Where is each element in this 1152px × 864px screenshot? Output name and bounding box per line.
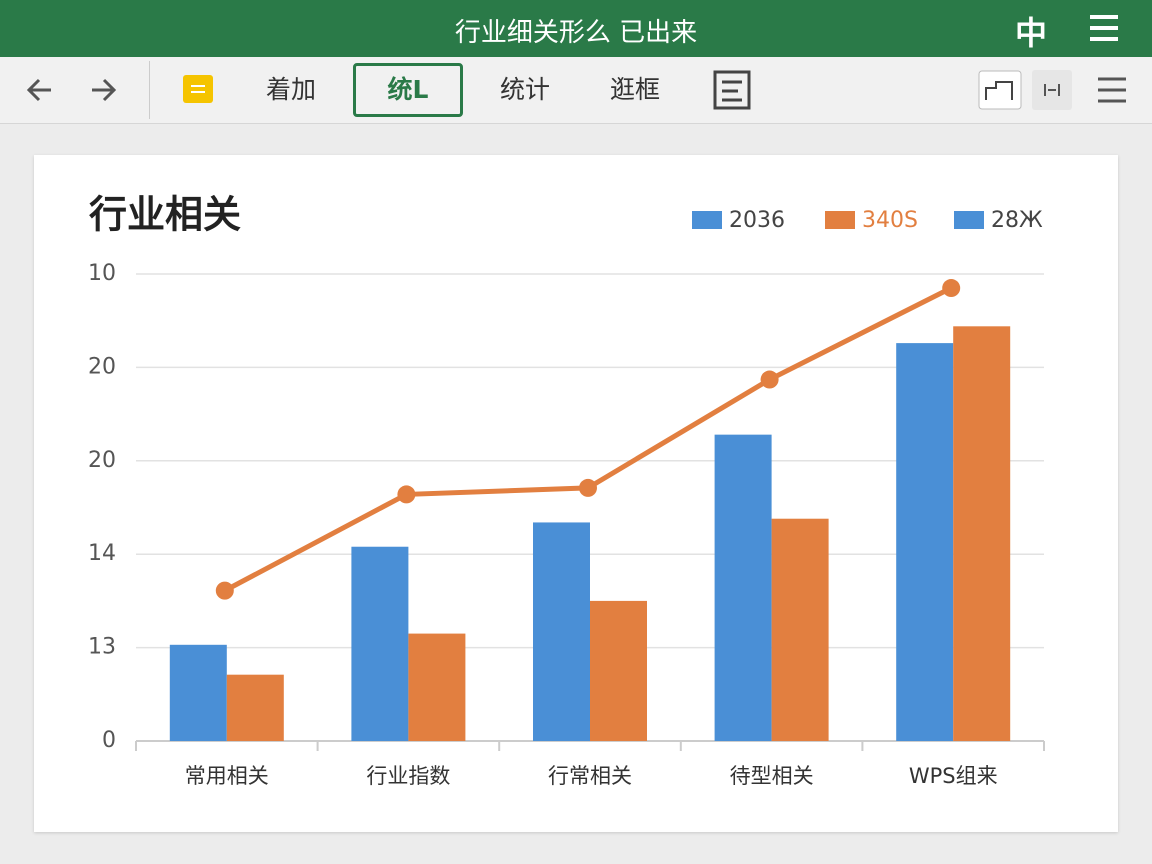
app-title: 行业细关形么 已出来: [454, 18, 698, 48]
notes-icon[interactable]: [713, 70, 751, 110]
y-tick-label: 10: [88, 261, 116, 286]
line-point: [215, 581, 234, 600]
toolbar-tab[interactable]: 逛框: [609, 75, 660, 104]
y-tick-label: 0: [102, 728, 116, 753]
bar: [226, 674, 284, 741]
toolbar-tab[interactable]: 统L: [353, 63, 463, 117]
menu-button[interactable]: [1088, 14, 1120, 42]
app-bar: 行业细关形么 已出来 中: [0, 0, 1152, 57]
divider: [149, 61, 150, 119]
y-tick-label: 14: [88, 541, 116, 566]
chart-card: 行业相关 0 13 14 20 20 10 常用相关 行业指数 行常相关 待型相关 WPS组来 203…: [34, 155, 1118, 832]
bar: [169, 644, 227, 741]
y-tick-label: 13: [88, 635, 116, 660]
legend-swatch: [692, 211, 722, 229]
y-tick-label: 20: [88, 448, 116, 473]
toolbar-tab[interactable]: 统计: [499, 75, 550, 104]
toolbar: 着加 统L 统计 逛框: [0, 57, 1152, 124]
x-tick-label: 行常相关: [548, 764, 632, 788]
bar: [714, 434, 772, 741]
more-button[interactable]: [1097, 77, 1127, 103]
y-tick-label: 20: [88, 354, 116, 379]
forward-button[interactable]: [88, 75, 118, 105]
legend-label: 2036: [729, 208, 785, 233]
x-tick-label: WPS组来: [909, 764, 998, 788]
bar: [771, 518, 829, 741]
bar: [351, 546, 409, 741]
toolbar-tab[interactable]: 着加: [265, 75, 316, 104]
bar: [533, 522, 590, 741]
bar: [590, 600, 647, 741]
x-tick-label: 待型相关: [730, 764, 814, 788]
line-point: [942, 279, 961, 298]
chart-title: 行业相关: [89, 193, 241, 237]
legend-swatch: [954, 211, 984, 229]
back-button[interactable]: [25, 75, 55, 105]
legend-label: 28Ж: [991, 208, 1043, 233]
x-tick-label: 行业指数: [366, 764, 450, 788]
bar: [953, 326, 1011, 741]
doc-icon[interactable]: [183, 75, 215, 105]
app-icon[interactable]: 中: [1015, 14, 1048, 52]
bar: [896, 343, 954, 741]
chart: 行业相关 0 13 14 20 20 10 常用相关 行业指数 行常相关 待型相关 WPS组来 203…: [88, 193, 1045, 788]
line-point: [579, 478, 597, 497]
line-point: [760, 370, 779, 389]
x-tick-label: 常用相关: [185, 764, 269, 788]
legend-label: 340S: [862, 208, 918, 233]
view-icon[interactable]: [1032, 70, 1072, 110]
share-icon[interactable]: [978, 70, 1022, 110]
legend-swatch: [825, 211, 855, 229]
line-point: [397, 485, 416, 504]
bar: [408, 633, 466, 741]
